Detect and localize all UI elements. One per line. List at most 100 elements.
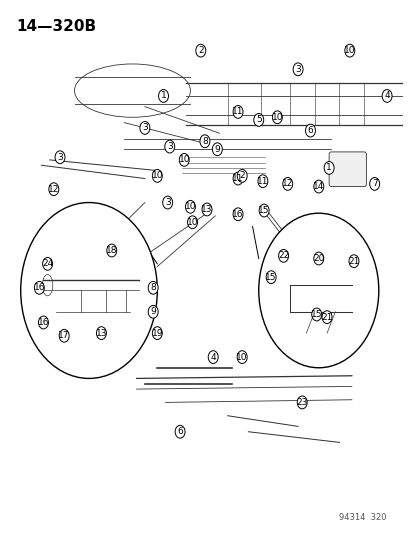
- Circle shape: [152, 169, 162, 182]
- Circle shape: [175, 425, 185, 438]
- Text: 3: 3: [294, 65, 300, 74]
- Text: 9: 9: [150, 308, 156, 316]
- Circle shape: [266, 271, 275, 284]
- Circle shape: [164, 140, 174, 153]
- Circle shape: [212, 143, 222, 156]
- Text: 13: 13: [201, 205, 212, 214]
- Text: 22: 22: [277, 252, 289, 260]
- Circle shape: [148, 305, 158, 318]
- Text: 15: 15: [310, 310, 322, 319]
- Text: 6: 6: [177, 427, 183, 436]
- Text: 4: 4: [383, 92, 389, 100]
- Circle shape: [185, 200, 195, 213]
- Text: 11: 11: [232, 108, 243, 116]
- Text: 10: 10: [178, 156, 190, 164]
- Circle shape: [38, 316, 48, 329]
- Circle shape: [152, 327, 162, 340]
- Text: 1: 1: [325, 164, 331, 172]
- Circle shape: [107, 244, 116, 257]
- Text: 21: 21: [320, 313, 332, 321]
- Text: 17: 17: [58, 332, 70, 340]
- Circle shape: [43, 257, 52, 270]
- Circle shape: [237, 169, 247, 182]
- Circle shape: [162, 196, 172, 209]
- Circle shape: [278, 249, 288, 262]
- Circle shape: [313, 252, 323, 265]
- Circle shape: [158, 90, 168, 102]
- Text: 8: 8: [150, 284, 156, 292]
- Text: 23: 23: [296, 398, 307, 407]
- Text: 1: 1: [160, 92, 166, 100]
- Text: 2: 2: [239, 172, 244, 180]
- Text: 14: 14: [312, 182, 324, 191]
- Circle shape: [292, 63, 302, 76]
- Text: 6: 6: [307, 126, 313, 135]
- Circle shape: [297, 396, 306, 409]
- Text: 11: 11: [256, 177, 268, 185]
- Text: 10: 10: [343, 46, 355, 55]
- Text: 2: 2: [197, 46, 203, 55]
- Circle shape: [253, 114, 263, 126]
- Text: 16: 16: [232, 210, 243, 219]
- Circle shape: [187, 216, 197, 229]
- Circle shape: [195, 44, 205, 57]
- Text: 16: 16: [33, 284, 45, 292]
- Text: 14—320B: 14—320B: [17, 19, 97, 34]
- Circle shape: [282, 177, 292, 190]
- Circle shape: [233, 106, 242, 118]
- Circle shape: [369, 177, 379, 190]
- Circle shape: [148, 281, 158, 294]
- Text: 19: 19: [151, 329, 163, 337]
- Text: 7: 7: [371, 180, 377, 188]
- Text: 13: 13: [95, 329, 107, 337]
- Text: 16: 16: [38, 318, 49, 327]
- Circle shape: [34, 281, 44, 294]
- Text: 4: 4: [210, 353, 216, 361]
- Text: 20: 20: [312, 254, 324, 263]
- Text: 10: 10: [184, 203, 196, 211]
- Text: 12: 12: [48, 185, 59, 193]
- Circle shape: [259, 204, 268, 217]
- Text: 24: 24: [42, 260, 53, 268]
- Circle shape: [321, 311, 331, 324]
- Text: 12: 12: [281, 180, 293, 188]
- Text: 10: 10: [236, 353, 247, 361]
- Circle shape: [179, 154, 189, 166]
- Text: 3: 3: [166, 142, 172, 151]
- Circle shape: [208, 351, 218, 364]
- Circle shape: [323, 161, 333, 174]
- Circle shape: [199, 135, 209, 148]
- FancyBboxPatch shape: [328, 152, 366, 187]
- Text: 11: 11: [232, 174, 243, 183]
- Circle shape: [202, 203, 211, 216]
- Circle shape: [237, 351, 247, 364]
- Circle shape: [313, 180, 323, 193]
- Circle shape: [49, 183, 59, 196]
- Text: 15: 15: [265, 273, 276, 281]
- Text: 10: 10: [151, 172, 163, 180]
- Circle shape: [233, 172, 242, 185]
- Circle shape: [272, 111, 282, 124]
- Text: 94314  320: 94314 320: [339, 513, 386, 522]
- Circle shape: [233, 208, 242, 221]
- Circle shape: [96, 327, 106, 340]
- Circle shape: [258, 213, 378, 368]
- Text: 3: 3: [164, 198, 170, 207]
- Text: 18: 18: [106, 246, 117, 255]
- Text: 5: 5: [255, 116, 261, 124]
- Circle shape: [344, 44, 354, 57]
- Text: 21: 21: [347, 257, 359, 265]
- Text: 8: 8: [202, 137, 207, 146]
- Circle shape: [59, 329, 69, 342]
- Text: 10: 10: [271, 113, 282, 122]
- Circle shape: [305, 124, 315, 137]
- Circle shape: [140, 122, 150, 134]
- Text: 9: 9: [214, 145, 220, 154]
- Text: 10: 10: [186, 218, 198, 227]
- Text: 15: 15: [258, 206, 269, 215]
- Text: 3: 3: [57, 153, 63, 161]
- Circle shape: [381, 90, 391, 102]
- Circle shape: [21, 203, 157, 378]
- Text: 3: 3: [142, 124, 147, 132]
- Circle shape: [311, 308, 321, 321]
